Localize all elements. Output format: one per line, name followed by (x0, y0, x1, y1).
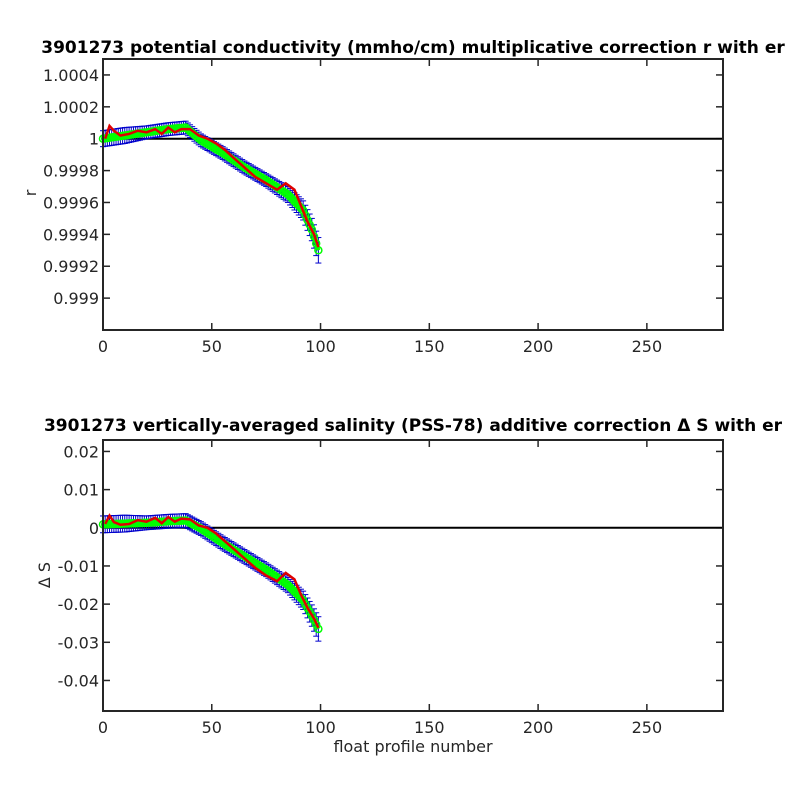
y-tick-label: 1.0002 (43, 98, 99, 117)
plot-marks (98, 120, 723, 264)
chart-title: 3901273 potential conductivity (mmho/cm)… (41, 38, 785, 58)
x-tick-label: 50 (202, 718, 222, 737)
fit-point (288, 585, 297, 594)
x-tick-label: 0 (98, 337, 108, 356)
y-tick-label: 0.9998 (43, 162, 99, 181)
x-tick-label: 250 (632, 718, 663, 737)
y-tick-label: 0 (89, 519, 99, 538)
y-tick-label: -0.03 (58, 633, 99, 652)
y-tick-label: 0.02 (63, 442, 99, 461)
x-tick-label: 150 (414, 718, 445, 737)
x-axis-label: float profile number (333, 737, 493, 756)
fit-point (290, 587, 299, 596)
x-tick-label: 100 (305, 718, 336, 737)
panel-conductivity-correction: 3901273 potential conductivity (mmho/cm)… (21, 38, 785, 356)
fit-point (288, 194, 297, 204)
x-tick-label: 0 (98, 718, 108, 737)
fit-point (283, 580, 293, 590)
data-line (103, 123, 320, 248)
plot-marks (98, 513, 723, 642)
y-tick-label: 1.0004 (43, 66, 99, 85)
chart-title: 3901273 vertically-averaged salinity (PS… (44, 416, 783, 436)
panel-salinity-correction: 3901273 vertically-averaged salinity (PS… (35, 416, 783, 756)
y-tick-label: 0.9994 (43, 225, 99, 244)
x-tick-label: 200 (523, 718, 554, 737)
y-axis-label: r (21, 189, 40, 196)
y-tick-label: 0.9996 (43, 193, 99, 212)
y-axis-label: Δ S (35, 562, 54, 588)
tick-labels: 0 50 100 150 200 250 -0.04 -0.03 -0.02 -0.01 0 0.01… (58, 440, 723, 737)
x-tick-label: 200 (523, 337, 554, 356)
y-tick-label: -0.01 (58, 557, 99, 576)
x-tick-label: 150 (414, 337, 445, 356)
y-tick-label: 0.999 (53, 289, 99, 308)
x-tick-label: 50 (202, 337, 222, 356)
y-tick-label: -0.04 (58, 671, 99, 690)
y-tick-label: 0.9992 (43, 257, 99, 276)
fit-point (285, 192, 295, 202)
x-tick-label: 100 (305, 337, 336, 356)
x-tick-label: 250 (632, 337, 663, 356)
data-line (104, 513, 320, 629)
tick-labels: 0 50 100 150 200 250 0.999 0.9992 0.9994 0.9996 0.… (43, 59, 723, 356)
axes-frame (102, 58, 724, 331)
y-tick-label: 1 (89, 130, 99, 149)
fit-point (285, 582, 295, 592)
y-tick-label: -0.02 (58, 595, 99, 614)
axes-frame (102, 439, 724, 712)
y-tick-label: 0.01 (63, 481, 99, 500)
